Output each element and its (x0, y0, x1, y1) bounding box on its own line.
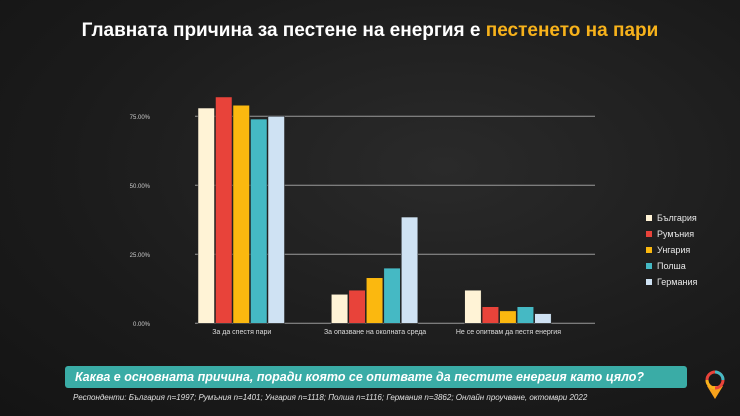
legend-label: Германия (657, 277, 698, 287)
bar-1-0 (331, 294, 349, 324)
legend-swatch (646, 215, 652, 221)
bar-2-4 (534, 313, 552, 324)
y-tick-label: 75.00% (130, 115, 151, 121)
bar-0-2 (232, 105, 250, 324)
legend-swatch (646, 263, 652, 269)
bar-0-0 (197, 107, 215, 324)
logo-icon (705, 370, 725, 399)
respondents-note: Респонденти: България n=1997; Румъния n=… (73, 393, 588, 402)
bar-2-0 (464, 289, 482, 324)
bar-1-2 (366, 277, 384, 324)
bar-0-3 (250, 118, 268, 324)
chart-legend: България Румъния Унгария Полша Германия (646, 210, 697, 290)
legend-label: Румъния (657, 229, 695, 239)
bar-2-2 (499, 310, 517, 324)
legend-swatch (646, 247, 652, 253)
bar-1-4 (401, 216, 419, 324)
legend-item: Румъния (646, 226, 697, 242)
legend-item: Германия (646, 274, 697, 290)
title-highlight: пестенето на пари (485, 20, 659, 41)
category-label: За опазване на околната среда (324, 329, 426, 336)
y-tick-label: 0.00% (133, 322, 151, 328)
bar-1-3 (383, 267, 401, 324)
bar-2-1 (481, 306, 499, 324)
legend-swatch (646, 231, 652, 237)
legend-swatch (646, 279, 652, 285)
bar-2-3 (516, 306, 534, 324)
legend-label: Полша (657, 261, 686, 271)
legend-item: България (646, 210, 697, 226)
legend-item: Полша (646, 258, 697, 274)
legend-label: България (657, 213, 697, 223)
page-title: Главната причина за пестене на енергия е… (0, 20, 740, 42)
title-main: Главната причина за пестене на енергия е (81, 20, 486, 41)
legend-label: Унгария (657, 245, 691, 255)
category-label: За да спестя пари (212, 329, 271, 336)
y-tick-label: 50.00% (130, 184, 151, 190)
bar-0-4 (267, 116, 285, 324)
category-label: Не се опитвам да пестя енергия (456, 329, 561, 336)
legend-item: Унгария (646, 242, 697, 258)
bar-1-1 (348, 289, 366, 324)
bar-0-1 (215, 96, 233, 324)
survey-question: Каква е основната причина, поради която … (65, 366, 687, 388)
y-tick-label: 25.00% (130, 253, 151, 259)
